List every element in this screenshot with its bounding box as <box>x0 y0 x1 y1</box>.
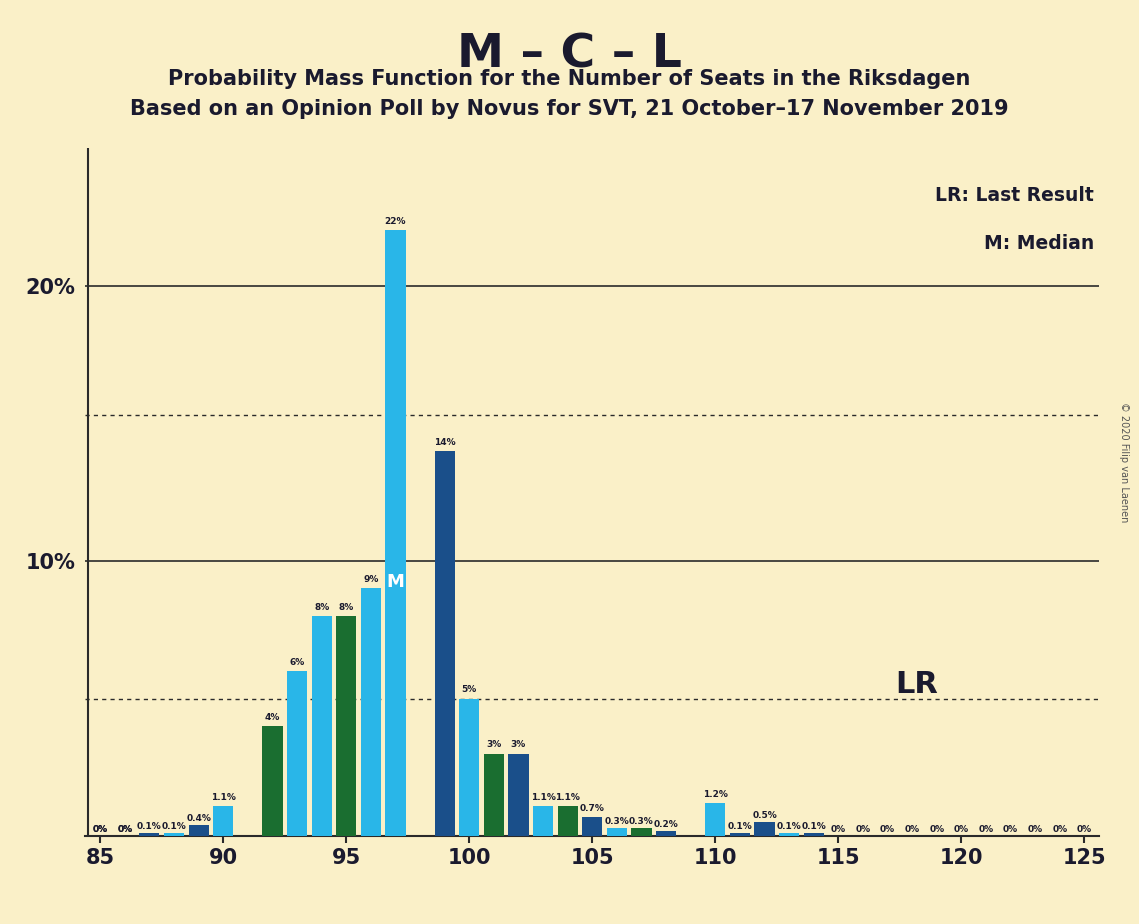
Text: 0.3%: 0.3% <box>605 817 629 826</box>
Text: 0.1%: 0.1% <box>162 822 187 832</box>
Text: M – C – L: M – C – L <box>457 32 682 78</box>
Bar <box>705 803 726 836</box>
Bar <box>312 616 331 836</box>
Bar <box>804 833 823 836</box>
Text: Based on an Opinion Poll by Novus for SVT, 21 October–17 November 2019: Based on an Opinion Poll by Novus for SV… <box>130 99 1009 119</box>
Text: 0.7%: 0.7% <box>580 804 605 813</box>
Bar <box>287 671 308 836</box>
Text: 0%: 0% <box>929 825 944 834</box>
Text: 3%: 3% <box>486 740 501 749</box>
Text: 0%: 0% <box>117 825 132 834</box>
Bar <box>361 589 380 836</box>
Text: 0%: 0% <box>92 825 108 834</box>
Text: 0.1%: 0.1% <box>802 822 826 832</box>
Text: Probability Mass Function for the Number of Seats in the Riksdagen: Probability Mass Function for the Number… <box>169 69 970 90</box>
Text: 8%: 8% <box>314 602 329 612</box>
Text: 4%: 4% <box>264 713 280 722</box>
Text: M: M <box>386 573 404 590</box>
Text: 0%: 0% <box>953 825 969 834</box>
Text: 8%: 8% <box>338 602 354 612</box>
Text: 0%: 0% <box>880 825 895 834</box>
Text: M: Median: M: Median <box>984 234 1095 253</box>
Bar <box>631 828 652 836</box>
Text: 1.1%: 1.1% <box>531 793 556 802</box>
Bar <box>607 828 626 836</box>
Text: 0%: 0% <box>1027 825 1042 834</box>
Text: 0%: 0% <box>1052 825 1067 834</box>
Bar <box>385 230 405 836</box>
Text: 0.1%: 0.1% <box>728 822 752 832</box>
Bar <box>336 616 357 836</box>
Bar <box>484 754 503 836</box>
Bar <box>779 833 800 836</box>
Bar <box>656 831 677 836</box>
Text: 1.2%: 1.2% <box>703 790 728 799</box>
Text: LR: Last Result: LR: Last Result <box>935 186 1095 205</box>
Text: 0%: 0% <box>117 825 132 834</box>
Bar <box>582 817 603 836</box>
Bar <box>730 833 749 836</box>
Bar <box>139 833 159 836</box>
Text: 1.1%: 1.1% <box>555 793 580 802</box>
Text: 9%: 9% <box>363 576 378 584</box>
Text: 0%: 0% <box>978 825 993 834</box>
Bar <box>189 825 208 836</box>
Text: 6%: 6% <box>289 658 304 667</box>
Bar <box>164 833 185 836</box>
Text: 0%: 0% <box>1076 825 1092 834</box>
Text: 0.4%: 0.4% <box>186 814 211 823</box>
Text: 0%: 0% <box>855 825 870 834</box>
Bar <box>459 699 480 836</box>
Text: 0%: 0% <box>904 825 919 834</box>
Text: 0.1%: 0.1% <box>777 822 802 832</box>
Text: 0.3%: 0.3% <box>629 817 654 826</box>
Text: LR: LR <box>895 670 939 699</box>
Text: 1.1%: 1.1% <box>211 793 236 802</box>
Text: 0.5%: 0.5% <box>752 811 777 821</box>
Text: 22%: 22% <box>385 217 407 226</box>
Text: 0%: 0% <box>830 825 846 834</box>
Text: 5%: 5% <box>461 686 477 695</box>
Bar <box>262 726 282 836</box>
Text: 14%: 14% <box>434 438 456 446</box>
Text: 0%: 0% <box>92 825 108 834</box>
Bar <box>508 754 528 836</box>
Text: © 2020 Filip van Laenen: © 2020 Filip van Laenen <box>1120 402 1129 522</box>
Text: 0%: 0% <box>1003 825 1018 834</box>
Bar <box>533 806 554 836</box>
Text: 0.2%: 0.2% <box>654 820 679 829</box>
Text: 0.1%: 0.1% <box>137 822 162 832</box>
Text: 3%: 3% <box>510 740 526 749</box>
Bar <box>213 806 233 836</box>
Bar <box>435 451 454 836</box>
Bar <box>754 822 775 836</box>
Bar <box>558 806 577 836</box>
